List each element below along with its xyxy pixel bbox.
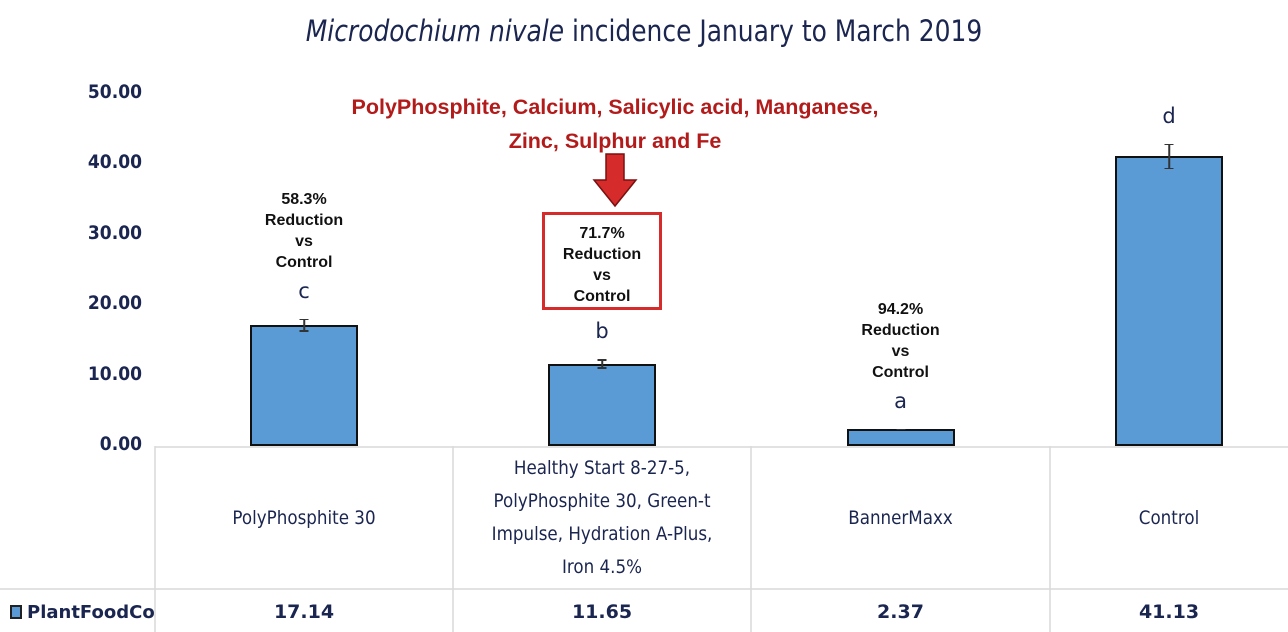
significance-letter: a: [894, 388, 907, 413]
bar: [548, 363, 656, 446]
y-tick-label: 50.00: [87, 81, 142, 103]
reduction-annotation: 58.3% Reduction vs Control: [234, 189, 374, 273]
callout-arrow-icon: [592, 153, 638, 208]
reduction-text: 94.2%: [877, 300, 924, 318]
callout-line-2: Zinc, Sulphur and Fe: [508, 129, 722, 153]
y-tick-label: 0.00: [99, 433, 142, 455]
category-text: PolyPhosphite 30: [232, 506, 376, 529]
reduction-text: Control: [872, 363, 929, 381]
y-tick-label: 30.00: [87, 221, 142, 244]
callout-line-1: PolyPhosphite, Calcium, Salicylic acid, …: [351, 95, 879, 119]
value-label: 11.65: [571, 601, 633, 623]
category-text: Control: [1138, 506, 1200, 529]
reduction-text: Reduction: [562, 246, 642, 263]
bar: [1115, 156, 1223, 446]
reduction-text: 58.3%: [281, 190, 327, 208]
chart-title: Microdochium nivale incidence January to…: [90, 14, 1198, 48]
category-label: BannerMaxx: [751, 450, 1050, 586]
reduction-text: Reduction: [264, 211, 344, 229]
bar: [250, 325, 358, 446]
reduction-annotation: 71.7% Reduction vs Control: [542, 212, 662, 310]
value-label: 41.13: [1138, 601, 1200, 623]
legend-label: PlantFoodCo: [27, 601, 155, 623]
y-tick-label: 20.00: [87, 292, 142, 315]
reduction-annotation: 94.2% Reduction vs Control: [831, 299, 971, 383]
category-label: Control: [1050, 450, 1288, 586]
significance-letter: c: [298, 278, 310, 303]
y-tick-label: 40.00: [87, 151, 142, 174]
chart-title-rest: incidence January to March 2019: [564, 14, 983, 48]
category-label: PolyPhosphite 30: [155, 450, 453, 586]
error-bar: [298, 318, 310, 332]
error-bar: [596, 359, 608, 369]
error-bar: [895, 428, 907, 431]
reduction-text: Reduction: [861, 321, 940, 339]
category-text: BannerMaxx: [848, 506, 953, 529]
reduction-text: Control: [275, 253, 333, 271]
y-tick-label: 10.00: [87, 362, 142, 385]
value-label: 2.37: [877, 601, 924, 623]
bar: [846, 429, 955, 446]
chart-title-species: Microdochium nivale: [305, 14, 565, 48]
legend-swatch: [10, 605, 22, 619]
value-label: 17.14: [273, 601, 335, 623]
error-bar: [1163, 143, 1175, 170]
legend: PlantFoodCo: [10, 592, 155, 632]
reduction-text: 71.7%: [579, 225, 625, 242]
reduction-text: vs: [593, 267, 611, 284]
category-label: Healthy Start 8-27-5, PolyPhosphite 30, …: [453, 450, 751, 586]
significance-letter: d: [1162, 103, 1176, 128]
data-table-grid: [0, 446, 1288, 632]
significance-letter: b: [595, 319, 609, 344]
reduction-text: vs: [295, 232, 313, 250]
reduction-text: Control: [573, 288, 631, 305]
reduction-text: vs: [891, 342, 910, 360]
category-text: Healthy Start 8-27-5, PolyPhosphite 30, …: [491, 457, 713, 578]
